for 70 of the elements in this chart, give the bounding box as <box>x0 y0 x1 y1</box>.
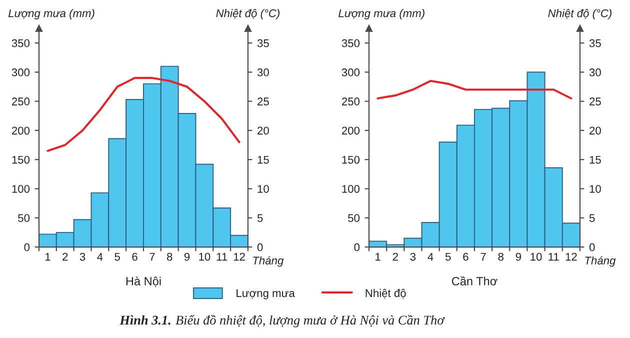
y2-tick-label: 30 <box>257 68 269 76</box>
y-tick-label: 0 <box>24 243 30 252</box>
text: Cần Thơ <box>452 276 498 286</box>
y-tick-label: 250 <box>342 98 360 106</box>
y2-tick-label: 35 <box>589 39 601 48</box>
y2-tick-label: 15 <box>590 156 601 164</box>
text: Biểu đồ nhiệt độ, lượng mưa ở Hà Nội và Cần Thơ <box>176 314 445 328</box>
x-tick-label: 7 <box>150 252 155 261</box>
y-tick-label: 50 <box>18 214 30 222</box>
x-tick-label: 4 <box>428 252 434 261</box>
y-axis-title: Lượng mưa (mm) <box>338 9 424 20</box>
line-series <box>376 80 572 100</box>
y2-tick-label: 5 <box>589 214 595 222</box>
y-tick-label: 300 <box>342 68 360 76</box>
y2-tick-label: 5 <box>257 214 263 222</box>
y2-tick-label: 30 <box>589 68 601 76</box>
y2-tick-label: 25 <box>590 98 601 106</box>
x-tick-label: 12 <box>566 252 577 261</box>
x-tick-label: 10 <box>199 252 210 261</box>
y2-axis-title: Nhiệt độ (°C) <box>216 9 280 20</box>
y-axis-title: Lượng mưa (mm) <box>8 9 94 20</box>
y2-tick-label: 10 <box>590 184 601 193</box>
y2-tick-label: 35 <box>257 39 269 48</box>
y-tick-label: 300 <box>12 68 30 76</box>
text: Hà Nội <box>126 276 161 288</box>
x-tick-label: 4 <box>97 252 103 261</box>
legend-label: Nhiệt độ <box>366 288 406 299</box>
x-tick-label: 2 <box>392 252 398 261</box>
x-tick-label: 8 <box>498 252 504 261</box>
y-tick-label: 250 <box>12 98 30 106</box>
y2-axis-title: Nhiệt độ (°C) <box>548 9 612 20</box>
x-tick-label: 1 <box>376 252 380 261</box>
x-tick-label: 9 <box>516 252 522 261</box>
y2-tick-label: 20 <box>590 126 601 135</box>
x-tick-label: 11 <box>548 252 559 261</box>
y2-tick-label: 15 <box>258 156 269 164</box>
y-tick-label: 50 <box>348 214 360 222</box>
x-tick-label: 5 <box>445 252 451 261</box>
x-tick-label: 6 <box>463 252 468 261</box>
y-tick-label: 100 <box>342 184 360 193</box>
y2-tick-label: 10 <box>258 184 269 193</box>
text: Hình 3.1. <box>120 315 170 325</box>
y2-tick-label: 20 <box>258 126 269 135</box>
x-tick-label: 7 <box>480 252 486 261</box>
y2-tick-label: 0 <box>257 243 263 252</box>
x-tick-label: 5 <box>114 252 120 261</box>
x-tick-label: 11 <box>216 252 228 261</box>
y2-tick-label: 0 <box>589 243 595 252</box>
y-tick-label: 0 <box>354 243 360 252</box>
y-tick-label: 150 <box>342 156 360 164</box>
x-tick-label: 10 <box>530 252 542 261</box>
x-tick-label: 3 <box>80 252 86 261</box>
y-tick-label: 150 <box>12 156 30 164</box>
y-tick-label: 200 <box>12 126 30 135</box>
x-axis-title: Tháng <box>585 256 616 267</box>
line-series <box>46 76 240 152</box>
y-tick-label: 350 <box>12 39 30 48</box>
x-tick-label: 12 <box>234 252 245 261</box>
x-tick-label: 6 <box>132 252 138 261</box>
y-tick-label: 200 <box>342 126 360 135</box>
x-tick-label: 1 <box>45 252 50 261</box>
y-tick-label: 350 <box>342 39 360 48</box>
x-tick-label: 3 <box>410 252 416 261</box>
x-axis-title: Tháng <box>253 256 284 267</box>
x-tick-label: 9 <box>184 252 190 261</box>
legend-label: Lượng mưa <box>236 289 295 300</box>
y2-tick-label: 25 <box>258 98 269 106</box>
x-tick-label: 8 <box>166 252 172 261</box>
x-tick-label: 2 <box>62 252 68 261</box>
y-tick-label: 100 <box>12 184 30 193</box>
